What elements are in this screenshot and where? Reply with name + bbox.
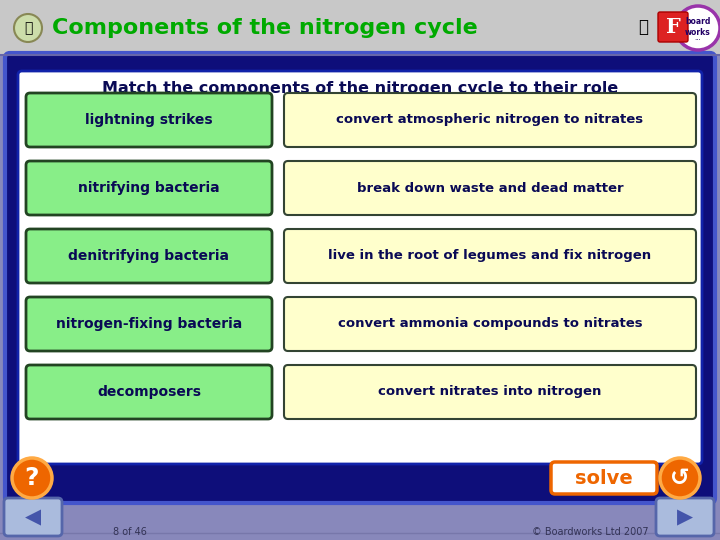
Text: board
works: board works: [685, 17, 711, 37]
FancyBboxPatch shape: [284, 93, 696, 147]
Text: ↺: ↺: [670, 466, 690, 490]
Circle shape: [12, 458, 52, 498]
FancyBboxPatch shape: [0, 0, 720, 55]
FancyBboxPatch shape: [5, 53, 715, 503]
FancyBboxPatch shape: [4, 498, 62, 536]
Text: Match the components of the nitrogen cycle to their role: Match the components of the nitrogen cyc…: [102, 80, 618, 96]
Text: Components of the nitrogen cycle: Components of the nitrogen cycle: [52, 18, 478, 38]
Text: convert ammonia compounds to nitrates: convert ammonia compounds to nitrates: [338, 318, 642, 330]
Text: 📚: 📚: [638, 18, 648, 36]
Circle shape: [676, 6, 720, 50]
Text: convert atmospheric nitrogen to nitrates: convert atmospheric nitrogen to nitrates: [336, 113, 644, 126]
Text: F: F: [665, 17, 680, 37]
Text: decomposers: decomposers: [97, 385, 201, 399]
FancyBboxPatch shape: [284, 229, 696, 283]
Circle shape: [660, 458, 700, 498]
Text: solve: solve: [575, 469, 633, 488]
FancyBboxPatch shape: [26, 161, 272, 215]
Text: convert nitrates into nitrogen: convert nitrates into nitrogen: [378, 386, 602, 399]
Text: © Boardworks Ltd 2007: © Boardworks Ltd 2007: [531, 527, 648, 537]
FancyBboxPatch shape: [284, 297, 696, 351]
FancyBboxPatch shape: [284, 365, 696, 419]
Text: nitrifying bacteria: nitrifying bacteria: [78, 181, 220, 195]
Text: ◀: ◀: [25, 507, 41, 527]
Text: live in the root of legumes and fix nitrogen: live in the root of legumes and fix nitr…: [328, 249, 652, 262]
Text: ...: ...: [695, 35, 701, 41]
Text: break down waste and dead matter: break down waste and dead matter: [356, 181, 624, 194]
FancyBboxPatch shape: [18, 71, 702, 464]
Circle shape: [14, 14, 42, 42]
Text: ?: ?: [24, 466, 40, 490]
FancyBboxPatch shape: [551, 462, 657, 494]
FancyBboxPatch shape: [26, 229, 272, 283]
FancyBboxPatch shape: [658, 12, 688, 42]
Text: ▶: ▶: [677, 507, 693, 527]
Text: lightning strikes: lightning strikes: [85, 113, 213, 127]
FancyBboxPatch shape: [656, 498, 714, 536]
FancyBboxPatch shape: [26, 93, 272, 147]
Text: 8 of 46: 8 of 46: [113, 527, 147, 537]
Text: nitrogen-fixing bacteria: nitrogen-fixing bacteria: [56, 317, 242, 331]
Text: denitrifying bacteria: denitrifying bacteria: [68, 249, 230, 263]
FancyBboxPatch shape: [284, 161, 696, 215]
FancyBboxPatch shape: [26, 297, 272, 351]
Text: 🌿: 🌿: [24, 21, 32, 35]
FancyBboxPatch shape: [26, 365, 272, 419]
